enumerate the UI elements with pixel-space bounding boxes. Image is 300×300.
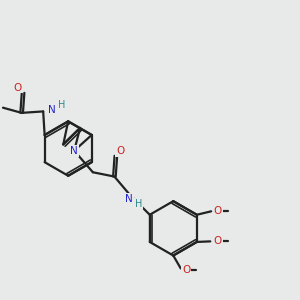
Text: N: N bbox=[48, 105, 56, 115]
Text: O: O bbox=[182, 265, 190, 275]
Text: H: H bbox=[135, 199, 142, 209]
Text: N: N bbox=[70, 146, 78, 156]
Text: O: O bbox=[214, 206, 222, 216]
Text: H: H bbox=[58, 100, 65, 110]
Text: O: O bbox=[214, 236, 222, 246]
Text: N: N bbox=[125, 194, 133, 204]
Text: O: O bbox=[14, 82, 22, 93]
Text: O: O bbox=[116, 146, 124, 156]
